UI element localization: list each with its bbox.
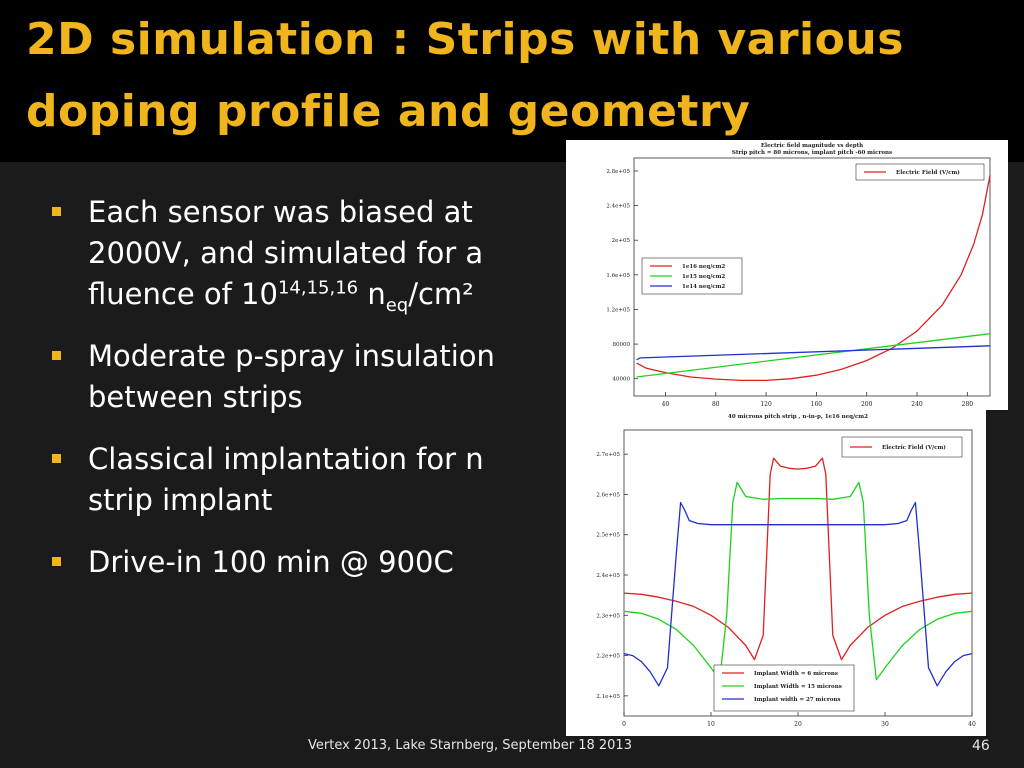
y-tick-label: 2.5e+05 [596, 533, 620, 539]
x-tick-label: 240 [911, 401, 923, 408]
bullet-square-icon [52, 207, 61, 216]
y-tick-label: 2.4e+05 [606, 204, 630, 210]
y-tick-label: 80000 [613, 342, 631, 348]
y-tick-label: 2.4e+05 [596, 573, 620, 579]
series-legend-label: 1e15 neq/cm2 [682, 274, 725, 280]
y-tick-label: 40000 [613, 377, 631, 383]
series-line [623, 457, 973, 661]
x-tick-label: 80 [712, 401, 720, 408]
x-tick-label: 40 [968, 721, 976, 728]
x-tick-label: 120 [760, 401, 772, 408]
top-legend-label: Electric Field (V/cm) [896, 169, 960, 176]
y-tick-label: 2e+05 [612, 238, 631, 244]
y-tick-label: 2.7e+05 [596, 452, 620, 458]
series-line [623, 481, 973, 681]
y-tick-label: 2.2e+05 [596, 654, 620, 660]
series-legend-label: Implant width = 27 microns [754, 697, 840, 703]
series-legend-label: 1e16 neq/cm2 [682, 264, 725, 270]
series-legend-label: Implant Width = 15 microns [754, 684, 842, 690]
x-tick-label: 160 [811, 401, 823, 408]
bullet-item: Drive-in 100 min @ 900C [52, 542, 512, 583]
bullet-text: Drive-in 100 min @ 900C [88, 545, 454, 579]
fluence-exponent: 14,15,16 [277, 277, 359, 299]
chart-title: 40 microns pitch strip , n-in-p, 1e16 ne… [728, 414, 868, 420]
top-legend-box [855, 163, 985, 181]
chart-depth-profile: Electric field magnitude vs depth Strip p… [566, 140, 1008, 410]
y-tick-label: 2.3e+05 [596, 613, 620, 619]
bullet-list: Each sensor was biased at 2000V, and sim… [52, 192, 512, 604]
bullet-square-icon [52, 454, 61, 463]
series-legend-label: Implant Width = 6 microns [754, 671, 838, 677]
y-tick-label: 2.6e+05 [596, 492, 620, 498]
chart-strip-profile: 40 microns pitch strip , n-in-p, 1e16 ne… [566, 410, 986, 736]
title-bar: 2D simulation : Strips with various dopi… [0, 0, 1024, 162]
neq-subscript: eq [385, 294, 409, 316]
x-tick-label: 10 [707, 721, 715, 728]
x-tick-label: 200 [861, 401, 873, 408]
bullet-square-icon [52, 557, 61, 566]
series-line [623, 501, 973, 687]
y-tick-label: 2.1e+05 [596, 694, 620, 700]
x-tick-label: 40 [662, 401, 670, 408]
series-line [636, 333, 991, 378]
x-tick-label: 20 [794, 721, 802, 728]
x-tick-label: 0 [622, 721, 626, 728]
plot-frame [633, 157, 991, 397]
series-line [636, 345, 991, 361]
bullet-text: Moderate p-spray insulation between stri… [88, 339, 495, 414]
y-tick-label: 2.8e+05 [606, 169, 630, 175]
bullet-square-icon [52, 351, 61, 360]
chart-title: Electric field magnitude vs depth [761, 143, 863, 149]
bullet-text-unit: n [358, 277, 386, 311]
bullet-item: Each sensor was biased at 2000V, and sim… [52, 192, 512, 315]
slide-footer: Vertex 2013, Lake Starnberg, September 1… [308, 738, 632, 753]
slide-title-line-2: doping profile and geometry [26, 86, 751, 137]
page-number: 46 [972, 738, 990, 754]
slide-title: 2D simulation : Strips with various dopi… [26, 4, 1006, 148]
series-line [636, 175, 991, 382]
y-tick-label: 1.2e+05 [606, 307, 630, 313]
series-legend-label: 1e14 neq/cm2 [682, 284, 725, 290]
x-tick-label: 30 [881, 721, 889, 728]
chart-subtitle: Strip pitch = 80 microns, implant pitch … [732, 150, 892, 156]
chart-strip-profile-svg: 40 microns pitch strip , n-in-p, 1e16 ne… [596, 414, 976, 728]
bullet-text: Each sensor was biased at 2000V, and sim… [88, 195, 484, 311]
top-legend-label: Electric Field (V/cm) [882, 444, 946, 451]
x-tick-label: 280 [962, 401, 974, 408]
bullet-item: Classical implantation for n strip impla… [52, 439, 512, 521]
y-tick-label: 1.6e+05 [606, 273, 630, 279]
bullet-item: Moderate p-spray insulation between stri… [52, 336, 512, 418]
bullet-text: Classical implantation for n strip impla… [88, 442, 484, 517]
slide-title-line-1: 2D simulation : Strips with various [26, 14, 904, 65]
bullet-text-unit-tail: /cm² [408, 277, 474, 311]
top-legend-box [841, 436, 963, 458]
